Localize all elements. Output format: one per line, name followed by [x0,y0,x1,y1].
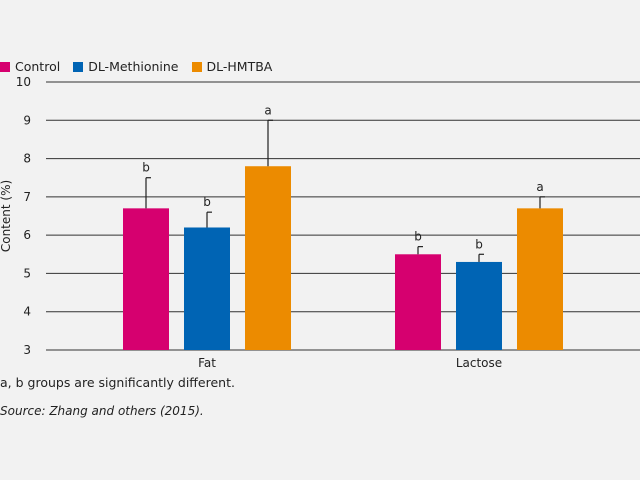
source-note: Source: Zhang and others (2015). [0,404,204,418]
significance-footnote: a, b groups are significantly different. [0,375,235,390]
bar [245,166,291,350]
bar [123,208,169,350]
x-tick-label: Fat [198,356,216,370]
chart-legend: Control DL-Methionine DL-HMTBA [0,59,285,74]
legend-item-control: Control [0,59,60,74]
legend-swatch-control [0,61,10,72]
y-tick-label: 3 [23,343,31,357]
y-tick-label: 8 [23,152,31,166]
bar [184,227,230,350]
y-tick-label: 4 [23,305,31,319]
legend-label-control: Control [15,59,61,74]
bar [517,208,563,350]
legend-item-dl-methionine: DL-Methionine [73,59,179,74]
significance-label: a [264,103,271,117]
significance-label: b [475,237,483,251]
significance-label: b [414,230,422,244]
legend-label-dl-methionine: DL-Methionine [88,59,179,74]
bar [395,254,441,350]
bar [456,261,502,350]
legend-item-dl-hmtba: DL-HMTBA [191,59,273,74]
y-tick-label: 7 [23,190,31,204]
y-tick-label: 10 [16,75,31,89]
y-tick-label: 9 [23,113,31,127]
significance-label: a [536,180,543,194]
y-tick-label: 5 [23,266,31,280]
y-axis-label: Content (%) [0,180,13,252]
significance-label: b [142,161,150,175]
x-tick-label: Lactose [456,356,502,370]
legend-swatch-dl-hmtba [191,61,202,72]
y-tick-label: 6 [23,228,31,242]
legend-swatch-dl-methionine [73,61,84,72]
legend-label-dl-hmtba: DL-HMTBA [206,59,273,74]
significance-label: b [203,195,211,209]
